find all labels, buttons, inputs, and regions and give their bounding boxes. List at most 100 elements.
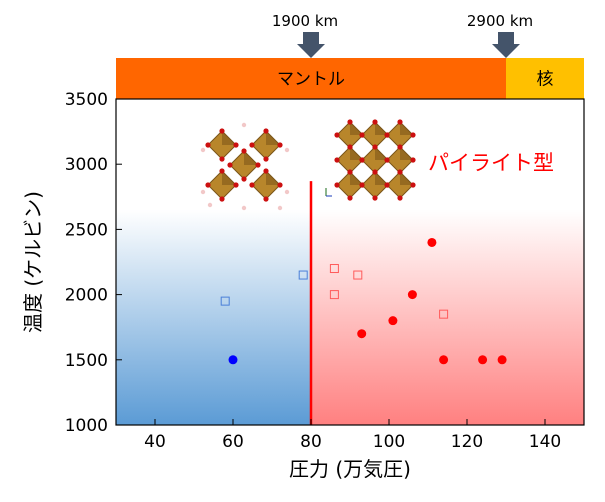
data-point [329, 290, 339, 300]
oxygen-atom [347, 119, 353, 125]
oxygen-atom [334, 157, 340, 163]
oxygen-atom [249, 142, 255, 148]
oxygen-atom [410, 132, 416, 138]
mantle-band [116, 58, 506, 99]
octahedron-face [400, 172, 413, 185]
depth-2900km-arrow-icon [492, 32, 520, 58]
oxygen-atom [347, 144, 353, 150]
oxygen-atom [359, 182, 365, 188]
octahedron-face [400, 147, 413, 160]
data-point [228, 355, 238, 365]
oxygen-atom [241, 148, 247, 154]
data-point [298, 270, 308, 280]
data-point [439, 309, 449, 319]
data-point [357, 329, 367, 339]
octahedron-face [375, 122, 388, 135]
oxygen-atom [334, 182, 340, 188]
x-axis-title: 圧力 (万気圧) [289, 457, 411, 481]
octahedron-face [400, 122, 413, 135]
oxygen-atom [263, 196, 269, 202]
data-points [220, 237, 507, 365]
oxygen-atom [255, 162, 261, 168]
oxygen-atom [410, 157, 416, 163]
depth-1900km-label: 1900 km [272, 12, 338, 30]
oxygen-atom [205, 182, 211, 188]
y-tick-label: 3000 [65, 155, 108, 175]
oxygen-atom [263, 156, 269, 162]
data-point [329, 264, 339, 274]
hydrogen-atom [284, 147, 290, 153]
data-point [353, 270, 363, 280]
hydrogen-atom [207, 202, 213, 208]
oxygen-atom [372, 119, 378, 125]
y-axis-title: 温度 (ケルビン) [21, 191, 45, 333]
data-point [427, 237, 437, 247]
oxygen-atom [372, 195, 378, 201]
x-tick-label: 60 [222, 432, 244, 452]
y-tick-label: 2000 [65, 286, 108, 306]
depth-1900km-arrow-icon [297, 32, 325, 58]
hydrogen-atom [277, 205, 283, 211]
oxygen-atom [397, 169, 403, 175]
data-point [497, 355, 507, 365]
oxygen-atom [241, 176, 247, 182]
core-band [506, 58, 584, 99]
data-point [407, 290, 417, 300]
data-point [439, 355, 449, 365]
oxygen-atom [219, 168, 225, 174]
core-label: 核 [537, 70, 554, 90]
x-tick-label: 80 [300, 432, 322, 452]
oxygen-atom [410, 182, 416, 188]
pyrite-phase-label: パイライト型 [428, 151, 554, 175]
oxygen-atom [219, 156, 225, 162]
oxygen-atom [347, 195, 353, 201]
hydrogen-atom [200, 189, 206, 195]
oxygen-atom [334, 132, 340, 138]
oxygen-atom [227, 162, 233, 168]
oxygen-atom [219, 128, 225, 134]
oxygen-atom [249, 182, 255, 188]
x-tick-label: 140 [529, 432, 561, 452]
oxygen-atom [233, 142, 239, 148]
hydrogen-atom [284, 189, 290, 195]
octahedron-face [266, 131, 280, 145]
axis-ticks: 40 60 80 100 120 140 1000 1500 2000 2500 3000 3500 [65, 90, 561, 452]
oxygen-atom [372, 169, 378, 175]
y-tick-label: 1000 [65, 416, 108, 436]
low-pressure-phase-region [116, 209, 311, 425]
y-tick-label: 3500 [65, 90, 108, 110]
oxygen-atom [347, 169, 353, 175]
plot-frame [115, 98, 585, 426]
hydrogen-atom [241, 205, 247, 211]
oxygen-atom [205, 142, 211, 148]
crystal-structure-left-image [200, 122, 290, 211]
crystal-structure-pyrite-image [325, 119, 416, 201]
oxygen-atom [397, 144, 403, 150]
octahedron-face [222, 171, 236, 185]
oxygen-atom [397, 195, 403, 201]
octahedron-face [350, 172, 363, 185]
depth-2900km-label: 2900 km [467, 12, 533, 30]
octahedron-face [350, 122, 363, 135]
mantle-label: マントル [277, 70, 345, 90]
oxygen-atom [384, 132, 390, 138]
data-point [388, 316, 398, 326]
oxygen-atom [233, 182, 239, 188]
oxygen-atom [277, 142, 283, 148]
oxygen-atom [384, 182, 390, 188]
hydrogen-atom [241, 122, 247, 128]
oxygen-atom [359, 132, 365, 138]
oxygen-atom [397, 119, 403, 125]
x-tick-label: 100 [373, 432, 405, 452]
octahedron-face [266, 171, 280, 185]
oxygen-atom [263, 168, 269, 174]
oxygen-atom [384, 157, 390, 163]
hydrogen-atom [200, 147, 206, 153]
data-point [478, 355, 488, 365]
oxygen-atom [263, 128, 269, 134]
y-tick-label: 2500 [65, 220, 108, 240]
oxygen-atom [372, 144, 378, 150]
oxygen-atom [219, 196, 225, 202]
x-tick-label: 120 [451, 432, 483, 452]
